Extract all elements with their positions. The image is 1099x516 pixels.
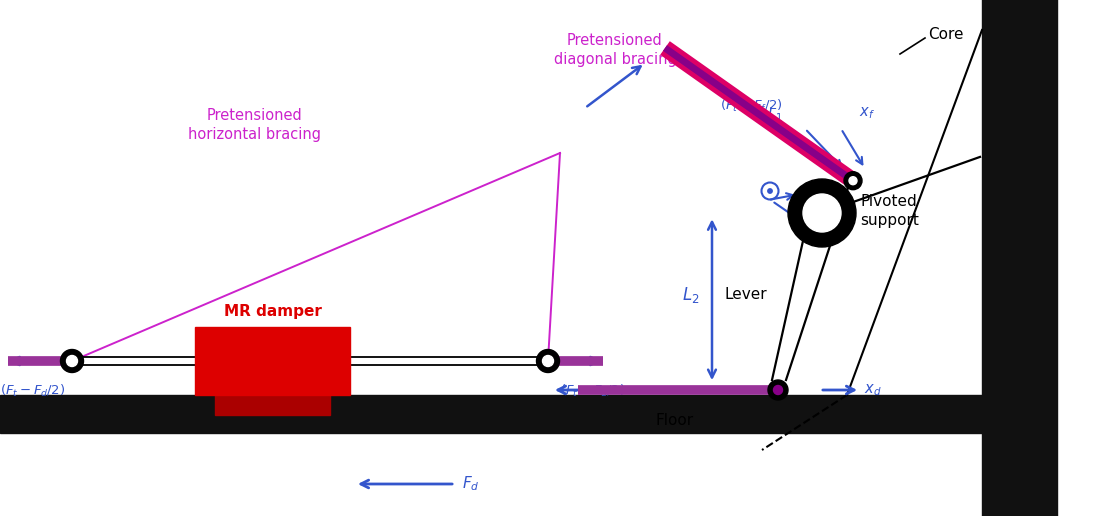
- Text: Core: Core: [928, 26, 964, 41]
- Circle shape: [67, 356, 78, 366]
- Text: $L_1$: $L_1$: [767, 105, 782, 124]
- Circle shape: [803, 194, 841, 232]
- Text: $(F_t + F_d/2)$: $(F_t + F_d/2)$: [560, 383, 625, 399]
- Text: MR damper: MR damper: [223, 304, 321, 319]
- Circle shape: [850, 176, 857, 185]
- Bar: [983, 0, 1057, 516]
- Text: $F_d$: $F_d$: [462, 475, 479, 493]
- Text: Pretensioned
diagonal bracing: Pretensioned diagonal bracing: [554, 33, 676, 68]
- Text: Pretensioned
horizontal bracing: Pretensioned horizontal bracing: [189, 108, 322, 142]
- Circle shape: [774, 385, 782, 395]
- Text: Floor: Floor: [656, 413, 695, 428]
- Circle shape: [60, 349, 84, 373]
- Text: $(F_t - F_d/2)$: $(F_t - F_d/2)$: [0, 383, 65, 399]
- Circle shape: [536, 349, 559, 373]
- Text: Pivoted
support: Pivoted support: [861, 194, 919, 229]
- Text: $L_2$: $L_2$: [682, 285, 700, 305]
- Bar: [0, 395, 995, 433]
- Circle shape: [768, 189, 773, 193]
- Circle shape: [768, 380, 788, 400]
- Text: $(F_t + F_f/2)$: $(F_t + F_f/2)$: [720, 98, 782, 114]
- Text: Lever: Lever: [724, 287, 767, 302]
- Circle shape: [788, 179, 856, 247]
- Text: $x_f$: $x_f$: [859, 105, 875, 121]
- Circle shape: [543, 356, 554, 366]
- Circle shape: [844, 172, 862, 190]
- Text: $x_d$: $x_d$: [864, 382, 881, 398]
- Bar: [195, 327, 349, 395]
- Bar: [215, 395, 330, 415]
